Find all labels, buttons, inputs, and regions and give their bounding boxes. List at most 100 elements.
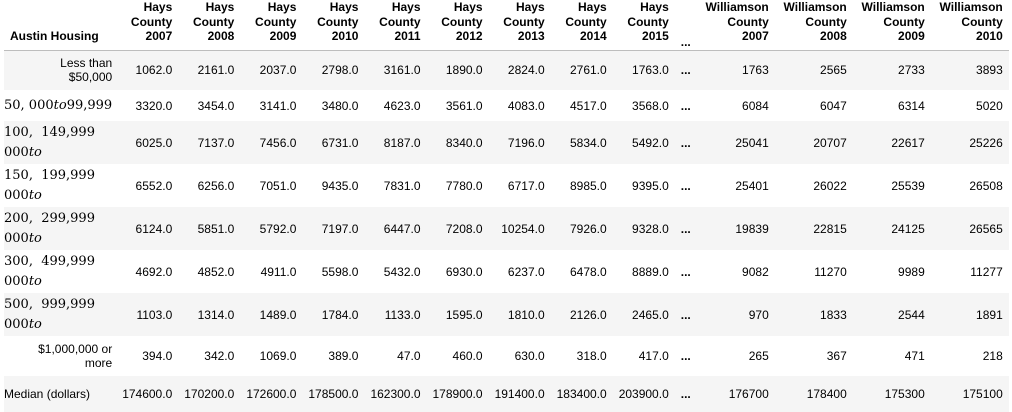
column-header: Hays County 2010 (302, 0, 365, 51)
column-header: Hays County 2014 (550, 0, 613, 51)
table-cell: 25539 (891, 178, 925, 193)
table-cell: 1763 (742, 63, 769, 78)
table-cell: 5020 (976, 98, 1003, 113)
table-cell: 10254.0 (501, 221, 545, 236)
table-cell: 471 (904, 349, 925, 363)
table-cell: 1314.0 (197, 307, 235, 322)
table-cell: 1763.0 (632, 63, 669, 78)
table-cell: 417.0 (638, 349, 669, 363)
table-cell: 342.0 (204, 349, 235, 363)
cell-ellipsis: ... (680, 63, 691, 78)
table-cell: 9082 (742, 264, 769, 279)
table-cell: 8889.0 (632, 264, 669, 279)
table-cell: 1891 (976, 307, 1003, 322)
table-cell: 162300.0 (370, 387, 421, 401)
row-label: 50, 000to99,999 (4, 98, 113, 113)
table-cell: 394.0 (142, 349, 173, 363)
table-cell: 9989 (898, 264, 925, 279)
table-cell: 6552.0 (135, 178, 173, 193)
table-row: $1,000,000 or more 394.0 342.0 1069.0 389.0 47… (4, 336, 1009, 376)
table-cell: 3561.0 (445, 98, 483, 113)
cell-ellipsis: ... (680, 264, 691, 279)
table-cell: 5492.0 (632, 135, 669, 150)
column-header: Hays County 2011 (364, 0, 427, 51)
table-cell: 3480.0 (321, 98, 359, 113)
table-cell: 178500.0 (308, 387, 359, 401)
table-cell: 1810.0 (507, 307, 545, 322)
table-cell: 6084 (742, 98, 769, 113)
row-label: 500, 999,999 000to (4, 296, 95, 332)
table-cell: 2161.0 (197, 63, 235, 78)
table-row: Median (dollars) 174600.0 170200.0 172600.0… (4, 376, 1009, 412)
table-cell: 3141.0 (259, 98, 297, 113)
column-header: Williamson County 2008 (774, 0, 853, 51)
table-cell: 25041 (735, 135, 769, 150)
table-cell: 4852.0 (197, 264, 235, 279)
table-cell: 7197.0 (321, 221, 359, 236)
table-cell: 26565 (969, 221, 1003, 236)
table-cell: 2761.0 (569, 63, 607, 78)
table-cell: 4911.0 (260, 264, 297, 279)
table-cell: 5432.0 (383, 264, 421, 279)
table-cell: 2733 (898, 63, 925, 78)
column-header: Hays County 2008 (178, 0, 241, 51)
column-header: Hays County 2007 (116, 0, 179, 51)
table-cell: 6731.0 (321, 135, 359, 150)
table-cell: 47.0 (397, 349, 421, 363)
cell-ellipsis: ... (680, 349, 691, 363)
table-row: 200, 299,999 000to 6124.0 5851.0 5792.0 7197.… (4, 207, 1009, 250)
table-row: 50, 000to99,999 3320.0 3454.0 3141.0 3480.0 4… (4, 90, 1009, 121)
table-row: 150, 199,999 000to 6552.0 6256.0 7051.0 9435.… (4, 164, 1009, 207)
table-row: 100, 149,999 000to 6025.0 7137.0 7456.0 6731.… (4, 121, 1009, 164)
table-cell: 174600.0 (122, 387, 173, 401)
row-label: Less than $50,000 (60, 56, 113, 85)
table-cell: 2798.0 (321, 63, 359, 78)
row-label: 200, 299,999 000to (4, 210, 95, 246)
table-cell: 318.0 (576, 349, 607, 363)
table-cell: 8187.0 (383, 135, 421, 150)
table-cell: 172600.0 (246, 387, 297, 401)
table-cell: 3320.0 (135, 98, 173, 113)
table-cell: 1062.0 (135, 63, 173, 78)
table-cell: 7926.0 (569, 221, 607, 236)
table-cell: 2465.0 (632, 307, 669, 322)
table-cell: 460.0 (452, 349, 483, 363)
table-cell: 5834.0 (569, 135, 607, 150)
table-cell: 8340.0 (445, 135, 483, 150)
header-row: Austin Housing Hays County 2007 Hays County… (4, 0, 1009, 51)
table-cell: 7196.0 (507, 135, 545, 150)
table-cell: 6256.0 (197, 178, 235, 193)
table-cell: 25401 (735, 178, 769, 193)
table-cell: 4623.0 (383, 98, 421, 113)
table-cell: 24125 (891, 221, 925, 236)
table-cell: 183400.0 (556, 387, 607, 401)
row-label: Median (dollars) (4, 387, 91, 401)
row-label: 150, 199,999 000to (4, 167, 95, 203)
cell-ellipsis: ... (680, 307, 691, 322)
table-cell: 630.0 (514, 349, 545, 363)
column-header: Williamson County 2010 (930, 0, 1009, 51)
table-cell: 4517.0 (569, 98, 607, 113)
table-cell: 1069.0 (259, 349, 297, 363)
table-cell: 178400 (806, 387, 847, 401)
cell-ellipsis: ... (680, 98, 691, 113)
table-row: Less than $50,000 1062.0 2161.0 2037.0 2798.0… (4, 50, 1009, 90)
table-cell: 4692.0 (135, 264, 173, 279)
table-body: Less than $50,000 1062.0 2161.0 2037.0 2798.0… (4, 50, 1009, 412)
table-cell: 7456.0 (259, 135, 297, 150)
table-cell: 19839 (735, 221, 769, 236)
table-cell: 9395.0 (632, 178, 669, 193)
table-cell: 175100 (962, 387, 1003, 401)
table-cell: 3893 (976, 63, 1003, 78)
table-cell: 8985.0 (569, 178, 607, 193)
cell-ellipsis: ... (680, 221, 691, 236)
table-cell: 5792.0 (259, 221, 297, 236)
column-header: Hays County 2009 (240, 0, 303, 51)
table-cell: 4083.0 (507, 98, 545, 113)
table-cell: 1489.0 (259, 307, 297, 322)
table-cell: 6237.0 (507, 264, 545, 279)
table-cell: 22815 (813, 221, 847, 236)
table-cell: 1595.0 (445, 307, 483, 322)
table-cell: 5598.0 (321, 264, 359, 279)
table-cell: 11277 (970, 264, 1003, 279)
